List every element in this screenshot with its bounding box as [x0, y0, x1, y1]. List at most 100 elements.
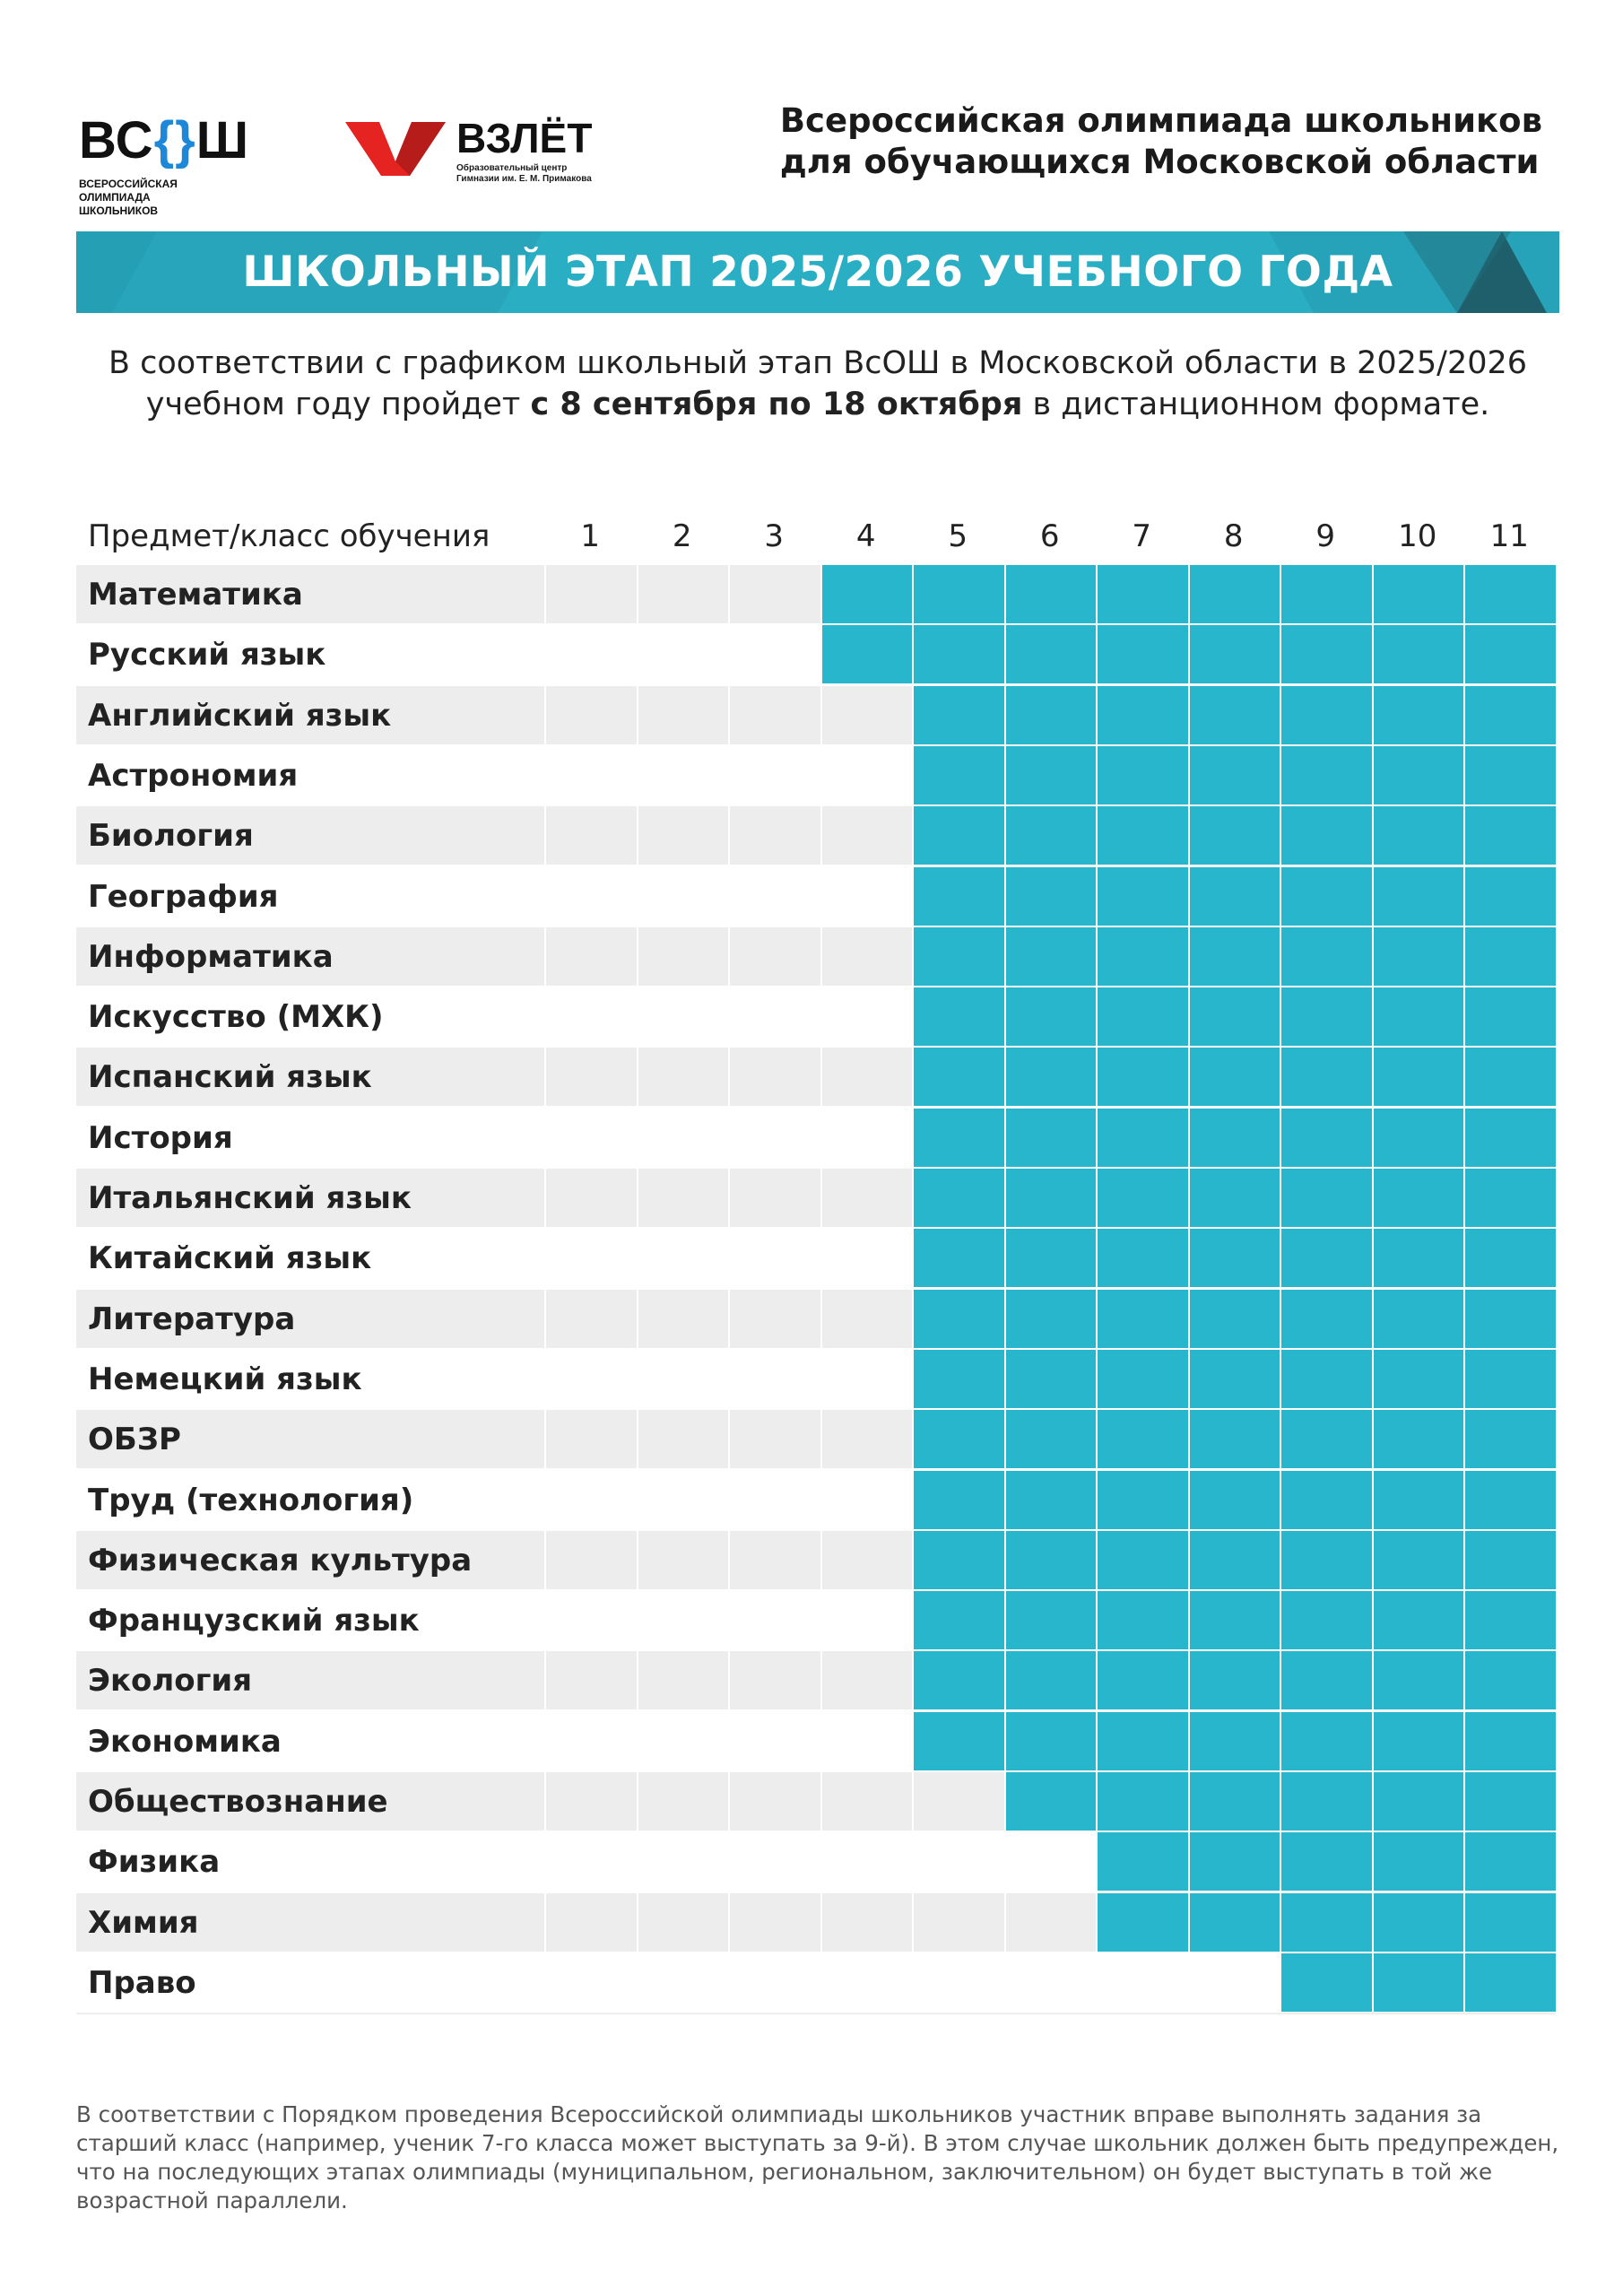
grade-cell-active	[1005, 1772, 1096, 1831]
grade-cell-active	[1465, 625, 1556, 684]
grade-cell-active	[1465, 1832, 1556, 1892]
grade-cell-active	[914, 685, 1004, 744]
table-row: Информатика	[76, 926, 1556, 987]
grade-cell-active	[1189, 1229, 1280, 1288]
grade-cell-active	[914, 1470, 1004, 1529]
grade-cell-active	[1281, 806, 1372, 865]
grade-cell-active	[1465, 745, 1556, 804]
grade-cell-empty	[546, 685, 637, 744]
grade-cell-active	[1373, 1651, 1463, 1710]
grade-cell-active	[914, 1349, 1004, 1408]
table-row: История	[76, 1108, 1556, 1169]
header-grade: 2	[672, 518, 692, 554]
grade-cell-active	[1373, 1772, 1463, 1831]
grade-cell-active	[1281, 1470, 1372, 1529]
grade-cell-active	[1098, 685, 1188, 744]
grade-cell-active	[1005, 625, 1096, 684]
grade-cell-active	[914, 926, 1004, 986]
grade-cell-active	[1005, 1349, 1096, 1408]
table-row: Обществознание	[76, 1772, 1556, 1832]
grade-cell-active	[1098, 745, 1188, 804]
subject-label: ОБЗР	[88, 1422, 181, 1458]
grade-cell-empty	[638, 1530, 728, 1589]
grade-cell-active	[1098, 806, 1188, 865]
grade-cell-active	[1098, 987, 1188, 1047]
grade-cell-empty	[546, 1772, 637, 1831]
grade-cell-active	[1373, 1711, 1463, 1770]
table-header: Предмет/класс обучения 1 2 3 4 5 6 7 8 9 10 11	[76, 511, 1556, 561]
table-row: Французский язык	[76, 1591, 1556, 1651]
grade-cell-active	[1465, 685, 1556, 744]
subject-label: Информатика	[88, 938, 334, 975]
grade-cell-active	[1005, 926, 1096, 986]
grade-cell-active	[1465, 1591, 1556, 1650]
grade-cell-active	[1465, 1952, 1556, 2012]
grade-cell-active	[1281, 685, 1372, 744]
grade-cell-active	[1005, 745, 1096, 804]
grade-cell-active	[1189, 1289, 1280, 1348]
subject-label: Труд (технология)	[88, 1482, 414, 1518]
header-title-line: Всероссийская олимпиада школьников	[779, 101, 1542, 140]
grade-cell-active	[1098, 1470, 1188, 1529]
grade-cell-active	[1098, 866, 1188, 926]
grade-cell-active	[914, 1108, 1004, 1167]
footnote: В соответствии с Порядком проведения Все…	[76, 2101, 1559, 2213]
intro-text: В соответствии с графиком школьный этап …	[76, 343, 1559, 425]
grade-cell-active	[1373, 1229, 1463, 1288]
header-grade: 10	[1398, 518, 1437, 554]
table-row: Биология	[76, 806, 1556, 866]
table-row: Физическая культура	[76, 1530, 1556, 1591]
table-bottom-divider	[76, 2013, 1556, 2014]
grade-cell-active	[1465, 1892, 1556, 1952]
grade-cell-empty	[546, 1048, 637, 1107]
grade-cell-active	[1465, 1169, 1556, 1227]
grade-cell-active	[914, 1711, 1004, 1770]
grade-cell-active	[1189, 987, 1280, 1047]
grade-cell-empty	[730, 1772, 820, 1831]
grade-cell-active	[1189, 565, 1280, 623]
grade-cell-active	[1098, 1289, 1188, 1348]
grade-cell-active	[1281, 1229, 1372, 1288]
grade-cell-active	[1005, 1591, 1096, 1650]
grade-cell-active	[1373, 1169, 1463, 1227]
vzlet-logo: ВЗЛЁТ Образовательный центр Гимназии им.…	[345, 117, 592, 185]
grade-cell-active	[914, 866, 1004, 926]
grade-cell-active	[1189, 1349, 1280, 1408]
grade-cell-active	[1373, 806, 1463, 865]
grade-cell-active	[1281, 1711, 1372, 1770]
grade-cell-empty	[730, 806, 820, 865]
grade-cell-empty	[821, 1892, 912, 1952]
row-stripe	[76, 1530, 544, 1589]
grade-cell-active	[1189, 1530, 1280, 1589]
grade-cell-active	[1189, 1108, 1280, 1167]
caption-line: Гимназии им. Е. М. Примакова	[456, 174, 592, 184]
table-row: Литература	[76, 1289, 1556, 1350]
grade-cell-active	[1373, 565, 1463, 623]
grade-cell-empty	[821, 1048, 912, 1107]
grade-cell-active	[1098, 926, 1188, 986]
table-row: Труд (технология)	[76, 1470, 1556, 1531]
row-stripe	[76, 1289, 544, 1348]
banner: ШКОЛЬНЫЙ ЭТАП 2025/2026 УЧЕБНОГО ГОДА	[76, 231, 1559, 313]
grade-cell-active	[1189, 685, 1280, 744]
grade-cell-active	[914, 806, 1004, 865]
grade-cell-active	[1005, 1410, 1096, 1469]
grade-cell-active	[1098, 1229, 1188, 1288]
grade-cell-active	[1281, 1892, 1372, 1952]
row-stripe	[76, 565, 544, 623]
subject-label: География	[88, 878, 279, 915]
grade-cell-empty	[821, 1169, 912, 1227]
table-row: Право	[76, 1952, 1556, 2013]
grade-cell-active	[1098, 565, 1188, 623]
table-row: Испанский язык	[76, 1048, 1556, 1108]
grade-cell-empty	[821, 926, 912, 986]
grade-cell-empty	[638, 685, 728, 744]
header-grade: 6	[1039, 518, 1060, 554]
grade-cell-empty	[821, 1772, 912, 1831]
row-stripe	[76, 685, 544, 744]
grade-cell-active	[1373, 926, 1463, 986]
grade-cell-active	[1005, 1711, 1096, 1770]
subject-label: Математика	[88, 577, 303, 613]
grade-cell-empty	[730, 1410, 820, 1469]
header-grade: 9	[1315, 518, 1336, 554]
